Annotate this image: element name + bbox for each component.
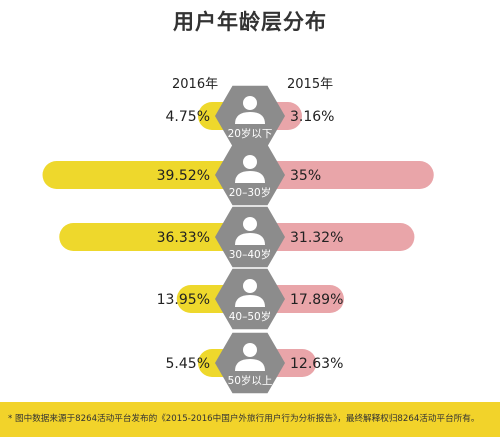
value-label-2015: 17.89% <box>290 292 343 308</box>
bar-2015 <box>250 223 415 251</box>
value-label-2015: 35% <box>290 168 321 184</box>
person-icon-head <box>243 279 257 293</box>
age-distribution-chart: 20岁以下 4.75% 3.16% 20–30岁 39.52% 35% 30–40岁 36.3… <box>42 85 434 394</box>
age-label: 30–40岁 <box>229 248 271 261</box>
person-icon-head <box>243 217 257 231</box>
value-label-2015: 12.63% <box>290 356 343 372</box>
chart-title: 用户年龄层分布 <box>173 10 327 34</box>
person-icon-head <box>243 155 257 169</box>
value-label-2016: 13.95% <box>157 292 210 308</box>
value-label-2015: 3.16% <box>290 109 334 125</box>
person-icon-body <box>235 233 265 245</box>
value-label-2016: 36.33% <box>157 230 210 246</box>
person-icon-body <box>235 359 265 371</box>
person-icon-body <box>235 112 265 124</box>
value-label-2016: 5.45% <box>166 356 210 372</box>
person-icon-head <box>243 96 257 110</box>
age-label: 50岁以上 <box>228 374 273 387</box>
person-icon-head <box>243 343 257 357</box>
person-icon-body <box>235 171 265 183</box>
age-label: 20–30岁 <box>229 186 271 199</box>
bar-2016 <box>42 161 250 190</box>
person-icon-body <box>235 295 265 307</box>
value-label-2016: 4.75% <box>166 109 210 125</box>
value-label-2016: 39.52% <box>157 168 210 184</box>
age-label: 20岁以下 <box>228 127 273 140</box>
bar-2016 <box>59 223 251 251</box>
value-label-2015: 31.32% <box>290 230 343 246</box>
legend-2015: 2015年 <box>287 77 334 92</box>
age-label: 40–50岁 <box>229 310 271 323</box>
bar-2015 <box>250 161 434 190</box>
legend-2016: 2016年 <box>172 77 219 92</box>
footnote: * 图中数据来源于8264活动平台发布的《2015-2016中国户外旅行用户行为… <box>0 402 500 437</box>
